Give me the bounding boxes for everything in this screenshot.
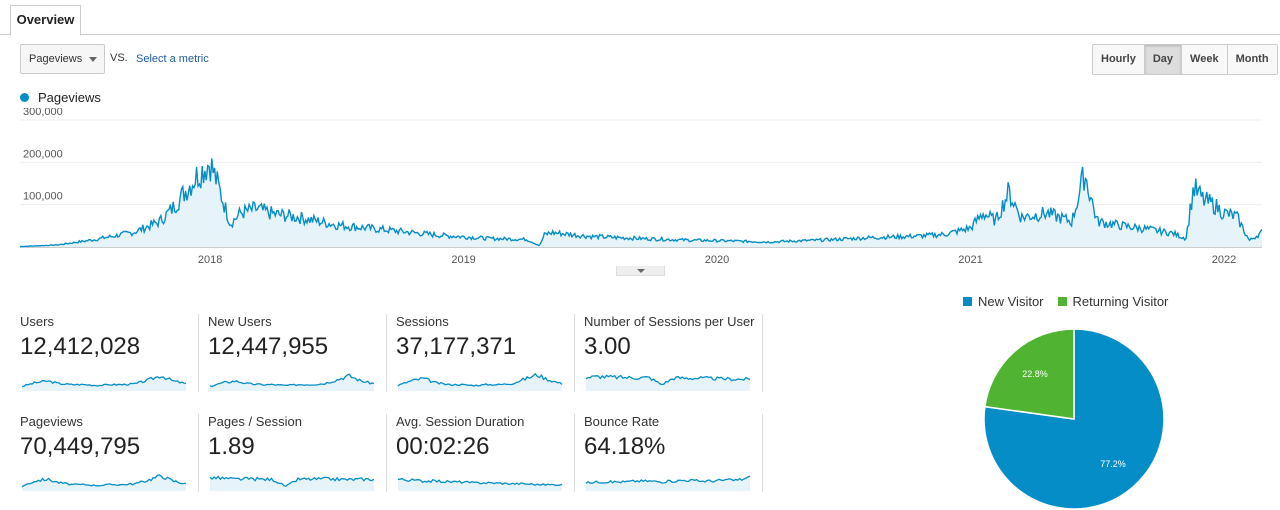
sparkline-area <box>586 476 750 491</box>
pie-legend-new-visitor[interactable]: New Visitor <box>963 294 1044 309</box>
granularity-day-button[interactable]: Day <box>1143 45 1182 74</box>
pie-slice-label: 22.8% <box>1022 369 1048 379</box>
metric-name: Bounce Rate <box>584 414 660 429</box>
x-tick-label: 2022 <box>1212 254 1236 266</box>
metric-value: 70,449,795 <box>20 433 141 460</box>
metric-value: 37,177,371 <box>396 333 517 360</box>
pie-legend: New Visitor Returning Visitor <box>963 294 1182 309</box>
chevron-down-icon <box>637 269 645 273</box>
x-tick-label: 2019 <box>451 254 475 266</box>
select-metric-link[interactable]: Select a metric <box>136 53 209 65</box>
pageviews-chart: 300,000 200,000 100,000 2018 2019 2020 2021 20… <box>19 108 1263 266</box>
sparkline-area <box>22 376 186 391</box>
granularity-hourly-button[interactable]: Hourly <box>1093 45 1144 74</box>
y-tick-label: 100,000 <box>23 191 63 203</box>
metric-select[interactable]: Pageviews <box>20 44 105 74</box>
sparkline-area <box>398 373 562 391</box>
sparkline-area <box>210 374 374 391</box>
metric-card[interactable]: New Users 12,447,955 <box>208 314 386 392</box>
legend-swatch-icon <box>963 297 972 306</box>
pageviews-area <box>20 158 1262 247</box>
metric-divider <box>762 314 763 392</box>
metric-value: 1.89 <box>208 433 255 460</box>
pie-slice[interactable] <box>984 328 1075 420</box>
y-tick-label: 200,000 <box>23 148 63 160</box>
metric-divider <box>386 414 387 492</box>
metric-divider <box>386 314 387 392</box>
metric-name: Pages / Session <box>208 414 302 429</box>
sparkline-area <box>210 476 374 491</box>
x-tick-label: 2021 <box>958 254 982 266</box>
metric-value: 64.18% <box>584 433 666 460</box>
metric-card[interactable]: Bounce Rate 64.18% <box>584 414 762 492</box>
metric-divider <box>762 414 763 492</box>
metric-name: Number of Sessions per User <box>584 314 755 329</box>
tab-bar: Overview <box>0 0 1280 36</box>
sparkline-line <box>21 474 187 488</box>
metric-card[interactable]: Avg. Session Duration 00:02:26 <box>396 414 574 492</box>
metric-sparkline <box>585 475 751 491</box>
metric-sparkline <box>209 475 375 491</box>
metric-sparkline <box>209 373 375 391</box>
metric-sparkline <box>585 374 751 391</box>
sparkline-line <box>209 475 375 487</box>
sparkline-line <box>21 375 187 388</box>
metric-name: Sessions <box>396 314 449 329</box>
metric-card[interactable]: Number of Sessions per User 3.00 <box>584 314 762 392</box>
metric-sparkline <box>21 474 187 491</box>
metric-name: Avg. Session Duration <box>396 414 525 429</box>
chart-collapse-button[interactable] <box>616 266 665 276</box>
metric-divider <box>574 314 575 392</box>
sparkline-area <box>586 375 750 391</box>
metric-card[interactable]: Pageviews 70,449,795 <box>20 414 198 492</box>
legend-swatch-icon <box>1057 297 1067 306</box>
sparkline-area <box>398 478 562 491</box>
sparkline-area <box>22 474 186 491</box>
legend-label: Pageviews <box>38 90 101 105</box>
tab-overview[interactable]: Overview <box>10 5 81 36</box>
granularity-toggle: Hourly Day Week Month <box>1092 44 1278 75</box>
metric-select-label: Pageviews <box>29 53 83 65</box>
vs-label: VS. <box>110 52 128 64</box>
granularity-week-button[interactable]: Week <box>1181 45 1227 74</box>
y-tick-label: 300,000 <box>23 108 63 118</box>
chevron-down-icon <box>89 57 97 62</box>
sparkline-line <box>585 475 751 484</box>
pie-legend-label: Returning Visitor <box>1072 294 1169 309</box>
sparkline-line <box>209 373 375 388</box>
pie-legend-label: New Visitor <box>978 294 1044 309</box>
metric-divider <box>198 314 199 392</box>
pie-legend-returning-visitor[interactable]: Returning Visitor <box>1057 294 1169 309</box>
metric-value: 3.00 <box>584 333 631 360</box>
metric-value: 00:02:26 <box>396 433 490 460</box>
metric-sparkline <box>397 477 563 491</box>
sparkline-line <box>397 477 563 487</box>
metric-card[interactable]: Users 12,412,028 <box>20 314 198 392</box>
metric-divider <box>574 414 575 492</box>
metric-name: Users <box>20 314 54 329</box>
metric-name: New Users <box>208 314 272 329</box>
metric-sparkline <box>397 372 563 391</box>
metric-sparkline <box>21 375 187 391</box>
x-tick-label: 2020 <box>705 254 729 266</box>
pageviews-line <box>19 158 1263 248</box>
chart-legend: Pageviews <box>20 90 101 105</box>
sparkline-line <box>585 374 751 386</box>
sparkline-line <box>397 372 563 387</box>
x-tick-label: 2018 <box>198 254 222 266</box>
metric-name: Pageviews <box>20 414 83 429</box>
metric-card[interactable]: Sessions 37,177,371 <box>396 314 574 392</box>
metric-value: 12,447,955 <box>208 333 329 360</box>
pie-slice-label: 77.2% <box>1100 459 1126 469</box>
legend-dot-icon <box>20 93 29 102</box>
visitor-pie-chart: 77.2% 22.8% <box>983 328 1165 510</box>
metric-card[interactable]: Pages / Session 1.89 <box>208 414 386 492</box>
granularity-month-button[interactable]: Month <box>1226 45 1277 74</box>
metric-value: 12,412,028 <box>20 333 141 360</box>
metric-divider <box>198 414 199 492</box>
